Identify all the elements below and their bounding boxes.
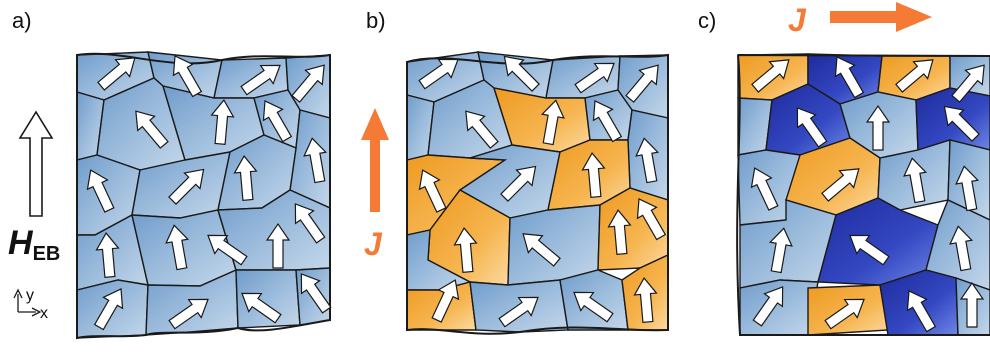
magnetization-arrow bbox=[540, 99, 565, 146]
current-arrow-vertical bbox=[361, 108, 389, 212]
magnetization-arrow bbox=[865, 104, 891, 151]
magnetization-arrow bbox=[821, 168, 860, 202]
panel-b-magnetization-arrows bbox=[418, 55, 667, 328]
magnetization-arrow bbox=[291, 64, 325, 103]
magnetization-arrow bbox=[498, 296, 539, 328]
magnetization-arrow bbox=[86, 169, 115, 213]
magnetization-arrow bbox=[834, 56, 865, 99]
magnetization-arrow bbox=[573, 291, 614, 323]
magnetization-arrow bbox=[750, 167, 779, 211]
magnetization-arrow bbox=[168, 298, 209, 330]
magnetization-arrow bbox=[574, 62, 615, 94]
panel-label-b: b) bbox=[366, 8, 386, 33]
current-arrow-horizontal bbox=[830, 2, 932, 32]
magnetization-arrow bbox=[633, 277, 658, 324]
magnetization-arrow bbox=[303, 137, 328, 184]
magnetization-arrow bbox=[906, 290, 937, 333]
magnetization-arrow bbox=[951, 64, 985, 103]
current-label-b: J bbox=[364, 226, 382, 262]
panel-label-a: a) bbox=[12, 8, 32, 33]
magnetization-arrow bbox=[796, 107, 828, 148]
field-subscript: EB bbox=[32, 243, 61, 265]
panel-c bbox=[736, 53, 990, 336]
panel-label-c: c) bbox=[698, 8, 717, 33]
panel-c-magnetization-arrows bbox=[750, 56, 985, 333]
magnetization-arrow bbox=[165, 224, 190, 271]
magnetization-arrow bbox=[955, 165, 980, 212]
magnetization-arrow bbox=[592, 100, 623, 143]
magnetization-arrow bbox=[824, 298, 865, 330]
magnetization-arrow bbox=[418, 58, 459, 90]
magnetization-arrow bbox=[262, 100, 293, 143]
magnetization-arrow bbox=[97, 57, 136, 91]
magnetization-arrow bbox=[607, 209, 632, 256]
magnetization-arrow bbox=[752, 286, 784, 327]
axis-indicator bbox=[13, 288, 42, 317]
magnetization-arrow bbox=[635, 137, 660, 184]
magnetization-arrow bbox=[207, 234, 248, 266]
magnetization-arrow bbox=[625, 64, 659, 103]
magnetization-arrow bbox=[233, 155, 258, 202]
magnetization-arrow bbox=[453, 227, 478, 274]
magnetization-arrow bbox=[294, 203, 326, 244]
magnetization-arrow bbox=[135, 110, 169, 149]
panel-a-magnetization-arrows bbox=[86, 55, 332, 331]
magnetization-arrow bbox=[241, 292, 282, 324]
magnetization-arrow bbox=[500, 165, 537, 202]
magnetization-arrow bbox=[172, 55, 203, 98]
magnetization-arrow bbox=[300, 273, 332, 314]
panel-b bbox=[406, 51, 669, 335]
panel-a bbox=[76, 51, 332, 340]
exchange-bias-arrow bbox=[18, 110, 54, 217]
magnetization-arrow bbox=[768, 227, 793, 274]
magnetization-arrow bbox=[168, 168, 205, 205]
magnetization-arrow bbox=[949, 225, 974, 272]
magnetization-arrow bbox=[465, 110, 499, 149]
magnetization-arrow bbox=[636, 198, 667, 241]
current-label-c: J bbox=[788, 2, 806, 38]
field-symbol: H bbox=[8, 224, 33, 262]
magnetization-arrow bbox=[240, 64, 281, 96]
magnetization-arrow bbox=[895, 59, 934, 93]
magnetization-arrow bbox=[431, 279, 460, 323]
magnetization-arrow bbox=[522, 233, 561, 267]
axis-label-y: y bbox=[26, 287, 34, 304]
magnetization-arrow bbox=[943, 105, 980, 142]
magnetization-arrow bbox=[751, 59, 790, 93]
magnetization-arrow bbox=[265, 222, 291, 269]
magnetization-arrow bbox=[849, 234, 890, 266]
panel-c-boundary bbox=[736, 54, 990, 336]
magnetization-arrow bbox=[210, 99, 235, 146]
magnetization-arrow bbox=[959, 281, 985, 328]
exchange-bias-field-label: HEB bbox=[8, 224, 60, 266]
magnetization-arrow bbox=[418, 169, 447, 213]
panel-b-boundary bbox=[406, 53, 669, 335]
magnetization-arrow bbox=[581, 152, 606, 199]
magnetization-arrow bbox=[903, 157, 928, 204]
axis-label-x: x bbox=[40, 305, 48, 322]
magnetization-arrow bbox=[93, 288, 124, 331]
magnetization-arrow bbox=[95, 232, 120, 279]
magnetization-arrow bbox=[503, 55, 540, 92]
